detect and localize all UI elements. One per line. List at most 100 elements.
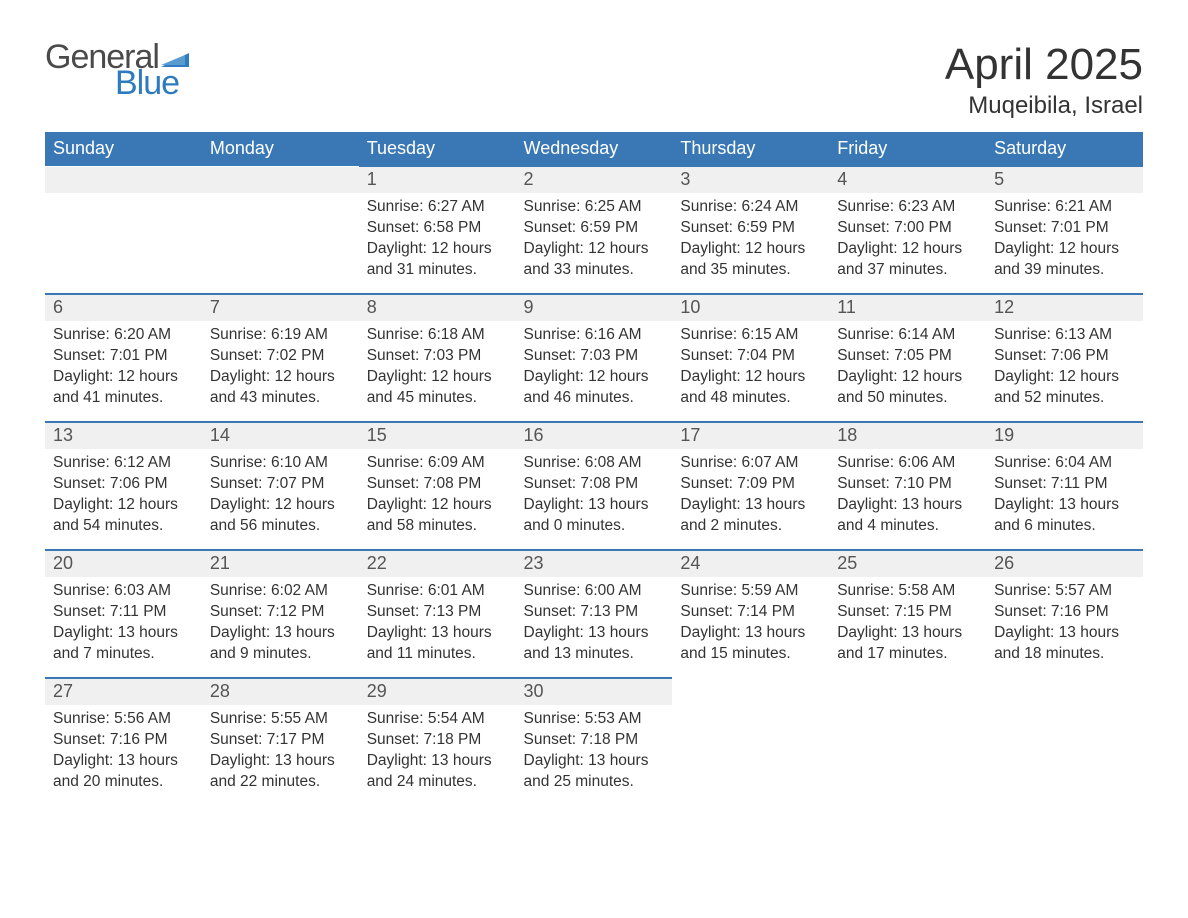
day-number: 6 (45, 295, 202, 321)
sunrise-line: Sunrise: 6:01 AM (367, 581, 508, 602)
sunset-line: Sunset: 6:58 PM (367, 218, 508, 239)
sunset-line: Sunset: 7:04 PM (680, 346, 821, 367)
day-body: Sunrise: 5:54 AMSunset: 7:18 PMDaylight:… (359, 705, 516, 801)
daylight-line: Daylight: 12 hours and 50 minutes. (837, 367, 978, 409)
day-body: Sunrise: 6:23 AMSunset: 7:00 PMDaylight:… (829, 193, 986, 289)
daylight-line: Daylight: 12 hours and 54 minutes. (53, 495, 194, 537)
day-body: Sunrise: 6:02 AMSunset: 7:12 PMDaylight:… (202, 577, 359, 673)
sunrise-line: Sunrise: 6:07 AM (680, 453, 821, 474)
sunset-line: Sunset: 7:02 PM (210, 346, 351, 367)
day-cell: 23Sunrise: 6:00 AMSunset: 7:13 PMDayligh… (516, 550, 673, 678)
day-body: Sunrise: 5:59 AMSunset: 7:14 PMDaylight:… (672, 577, 829, 673)
sunrise-line: Sunrise: 6:18 AM (367, 325, 508, 346)
daylight-line: Daylight: 13 hours and 25 minutes. (524, 751, 665, 793)
day-cell: 27Sunrise: 5:56 AMSunset: 7:16 PMDayligh… (45, 678, 202, 806)
calendar-table: SundayMondayTuesdayWednesdayThursdayFrid… (45, 132, 1143, 806)
sunset-line: Sunset: 7:14 PM (680, 602, 821, 623)
daylight-line: Daylight: 12 hours and 39 minutes. (994, 239, 1135, 281)
week-row: 6Sunrise: 6:20 AMSunset: 7:01 PMDaylight… (45, 294, 1143, 422)
day-number: 13 (45, 423, 202, 449)
sunrise-line: Sunrise: 6:08 AM (524, 453, 665, 474)
header: General Blue April 2025 Muqeibila, Israe… (45, 40, 1143, 120)
day-number: 18 (829, 423, 986, 449)
daylight-line: Daylight: 13 hours and 0 minutes. (524, 495, 665, 537)
sunset-line: Sunset: 7:00 PM (837, 218, 978, 239)
daylight-line: Daylight: 13 hours and 4 minutes. (837, 495, 978, 537)
sunrise-line: Sunrise: 6:12 AM (53, 453, 194, 474)
day-cell: 5Sunrise: 6:21 AMSunset: 7:01 PMDaylight… (986, 166, 1143, 294)
sunset-line: Sunset: 7:13 PM (367, 602, 508, 623)
sunrise-line: Sunrise: 6:20 AM (53, 325, 194, 346)
sunrise-line: Sunrise: 6:10 AM (210, 453, 351, 474)
day-cell: 26Sunrise: 5:57 AMSunset: 7:16 PMDayligh… (986, 550, 1143, 678)
day-body: Sunrise: 6:12 AMSunset: 7:06 PMDaylight:… (45, 449, 202, 545)
day-cell: 3Sunrise: 6:24 AMSunset: 6:59 PMDaylight… (672, 166, 829, 294)
daylight-line: Daylight: 13 hours and 24 minutes. (367, 751, 508, 793)
sunrise-line: Sunrise: 6:04 AM (994, 453, 1135, 474)
weekday-header: Saturday (986, 132, 1143, 166)
daylight-line: Daylight: 13 hours and 9 minutes. (210, 623, 351, 665)
sunset-line: Sunset: 7:03 PM (524, 346, 665, 367)
week-row: 1Sunrise: 6:27 AMSunset: 6:58 PMDaylight… (45, 166, 1143, 294)
sunset-line: Sunset: 6:59 PM (680, 218, 821, 239)
day-body: Sunrise: 6:16 AMSunset: 7:03 PMDaylight:… (516, 321, 673, 417)
sunset-line: Sunset: 7:17 PM (210, 730, 351, 751)
sunset-line: Sunset: 7:03 PM (367, 346, 508, 367)
day-number: 25 (829, 551, 986, 577)
logo-text-blue: Blue (115, 66, 189, 100)
day-cell: 16Sunrise: 6:08 AMSunset: 7:08 PMDayligh… (516, 422, 673, 550)
sunrise-line: Sunrise: 6:00 AM (524, 581, 665, 602)
sunrise-line: Sunrise: 5:58 AM (837, 581, 978, 602)
day-cell: 20Sunrise: 6:03 AMSunset: 7:11 PMDayligh… (45, 550, 202, 678)
location: Muqeibila, Israel (945, 92, 1143, 120)
sunset-line: Sunset: 7:06 PM (994, 346, 1135, 367)
day-number: 26 (986, 551, 1143, 577)
daylight-line: Daylight: 12 hours and 35 minutes. (680, 239, 821, 281)
day-cell: 14Sunrise: 6:10 AMSunset: 7:07 PMDayligh… (202, 422, 359, 550)
day-number: 11 (829, 295, 986, 321)
day-number: 22 (359, 551, 516, 577)
sunrise-line: Sunrise: 6:14 AM (837, 325, 978, 346)
month-title: April 2025 (945, 40, 1143, 90)
daylight-line: Daylight: 12 hours and 58 minutes. (367, 495, 508, 537)
day-body: Sunrise: 6:21 AMSunset: 7:01 PMDaylight:… (986, 193, 1143, 289)
day-number: 9 (516, 295, 673, 321)
empty-cell (986, 678, 1143, 806)
sunrise-line: Sunrise: 5:53 AM (524, 709, 665, 730)
empty-cell (202, 166, 359, 294)
day-body: Sunrise: 6:27 AMSunset: 6:58 PMDaylight:… (359, 193, 516, 289)
sunset-line: Sunset: 7:16 PM (53, 730, 194, 751)
day-number: 3 (672, 167, 829, 193)
empty-cell (829, 678, 986, 806)
day-cell: 29Sunrise: 5:54 AMSunset: 7:18 PMDayligh… (359, 678, 516, 806)
day-body: Sunrise: 6:15 AMSunset: 7:04 PMDaylight:… (672, 321, 829, 417)
daylight-line: Daylight: 12 hours and 52 minutes. (994, 367, 1135, 409)
sunrise-line: Sunrise: 6:09 AM (367, 453, 508, 474)
day-cell: 15Sunrise: 6:09 AMSunset: 7:08 PMDayligh… (359, 422, 516, 550)
week-row: 20Sunrise: 6:03 AMSunset: 7:11 PMDayligh… (45, 550, 1143, 678)
day-number: 7 (202, 295, 359, 321)
daylight-line: Daylight: 13 hours and 20 minutes. (53, 751, 194, 793)
sunset-line: Sunset: 7:05 PM (837, 346, 978, 367)
day-number: 28 (202, 679, 359, 705)
sunrise-line: Sunrise: 5:59 AM (680, 581, 821, 602)
sunrise-line: Sunrise: 6:21 AM (994, 197, 1135, 218)
daylight-line: Daylight: 12 hours and 43 minutes. (210, 367, 351, 409)
sunset-line: Sunset: 7:07 PM (210, 474, 351, 495)
day-body: Sunrise: 5:56 AMSunset: 7:16 PMDaylight:… (45, 705, 202, 801)
empty-cell (45, 166, 202, 294)
daylight-line: Daylight: 12 hours and 45 minutes. (367, 367, 508, 409)
sunrise-line: Sunrise: 6:13 AM (994, 325, 1135, 346)
day-number: 10 (672, 295, 829, 321)
daylight-line: Daylight: 13 hours and 15 minutes. (680, 623, 821, 665)
day-cell: 11Sunrise: 6:14 AMSunset: 7:05 PMDayligh… (829, 294, 986, 422)
day-cell: 21Sunrise: 6:02 AMSunset: 7:12 PMDayligh… (202, 550, 359, 678)
sunset-line: Sunset: 7:16 PM (994, 602, 1135, 623)
sunrise-line: Sunrise: 5:56 AM (53, 709, 194, 730)
daylight-line: Daylight: 13 hours and 18 minutes. (994, 623, 1135, 665)
day-number: 2 (516, 167, 673, 193)
day-cell: 17Sunrise: 6:07 AMSunset: 7:09 PMDayligh… (672, 422, 829, 550)
day-body: Sunrise: 6:14 AMSunset: 7:05 PMDaylight:… (829, 321, 986, 417)
sunset-line: Sunset: 7:10 PM (837, 474, 978, 495)
daylight-line: Daylight: 12 hours and 37 minutes. (837, 239, 978, 281)
